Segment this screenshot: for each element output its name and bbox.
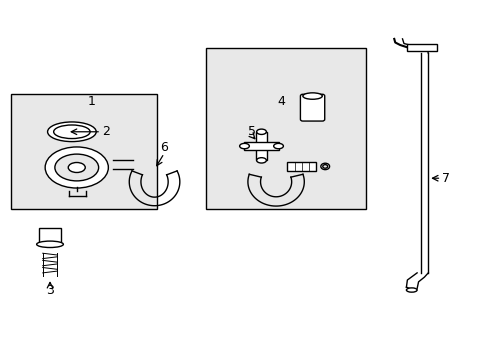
Ellipse shape xyxy=(37,241,63,248)
Ellipse shape xyxy=(406,288,416,292)
Text: 7: 7 xyxy=(441,172,449,185)
FancyBboxPatch shape xyxy=(300,94,324,121)
Bar xyxy=(407,44,436,51)
Ellipse shape xyxy=(239,143,249,149)
Text: 3: 3 xyxy=(46,284,54,297)
Ellipse shape xyxy=(322,165,327,168)
Bar xyxy=(39,228,61,243)
Ellipse shape xyxy=(45,147,108,188)
Bar xyxy=(287,162,316,171)
Ellipse shape xyxy=(54,125,90,139)
Bar xyxy=(205,48,366,208)
Text: 6: 6 xyxy=(160,141,168,154)
Ellipse shape xyxy=(256,129,266,134)
Text: 1: 1 xyxy=(87,95,95,108)
Ellipse shape xyxy=(320,163,329,170)
Ellipse shape xyxy=(273,143,283,149)
Bar xyxy=(255,132,267,160)
Ellipse shape xyxy=(68,162,85,172)
Ellipse shape xyxy=(47,122,96,141)
Ellipse shape xyxy=(256,158,266,163)
Text: 5: 5 xyxy=(247,125,255,138)
Bar xyxy=(11,94,157,208)
Text: 2: 2 xyxy=(102,125,110,138)
Ellipse shape xyxy=(55,154,99,181)
Ellipse shape xyxy=(302,93,322,99)
Bar xyxy=(244,142,278,150)
Text: 4: 4 xyxy=(277,95,285,108)
